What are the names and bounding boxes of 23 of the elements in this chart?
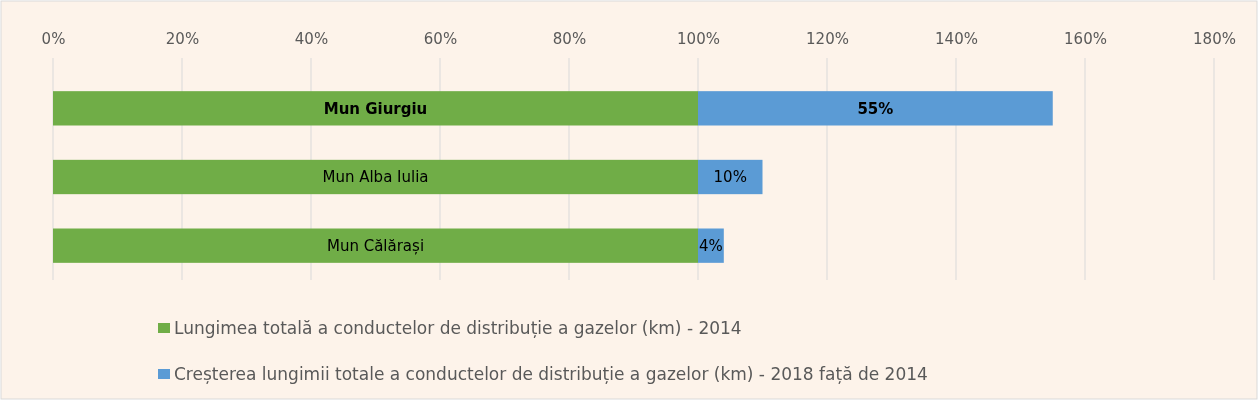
legend-label: Creșterea lungimii totale a conductelor de distribuție a gazelor (km) - 2018 față de 2014 bbox=[174, 363, 928, 384]
x-tick-label: 180% bbox=[1193, 29, 1236, 48]
data-label: 10% bbox=[713, 168, 747, 187]
x-tick-label: 120% bbox=[806, 29, 849, 48]
data-label: 4% bbox=[699, 236, 723, 255]
x-tick-label: 20% bbox=[165, 29, 200, 48]
y-tick-label: Mun Giurgiu bbox=[323, 99, 428, 118]
data-label: 55% bbox=[857, 99, 894, 118]
bar bbox=[53, 228, 698, 263]
x-tick-label: 100% bbox=[677, 29, 720, 48]
legend-label: Lungimea totală a conductelor de distribuție a gazelor (km) - 2014 bbox=[174, 317, 742, 338]
x-tick-label: 40% bbox=[294, 29, 329, 48]
x-tick-label: 140% bbox=[935, 29, 978, 48]
x-tick-label: 80% bbox=[552, 29, 587, 48]
bar bbox=[53, 91, 698, 126]
y-tick-label: Mun Călărași bbox=[326, 236, 425, 255]
x-tick-label: 0% bbox=[41, 29, 66, 48]
y-tick-label: Mun Alba Iulia bbox=[322, 168, 429, 187]
x-tick-label: 160% bbox=[1064, 29, 1107, 48]
bar bbox=[698, 159, 763, 195]
bar bbox=[698, 91, 1053, 126]
x-tick-label: 60% bbox=[423, 29, 458, 48]
bar bbox=[53, 159, 698, 195]
